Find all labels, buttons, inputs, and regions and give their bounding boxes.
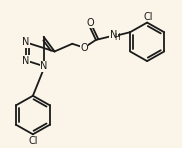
Text: Cl: Cl [28,136,38,146]
Text: H: H [115,33,120,42]
Text: Cl: Cl [143,12,153,22]
Text: N: N [22,56,30,66]
Text: O: O [86,18,94,28]
Text: N: N [40,61,47,71]
Text: O: O [80,43,88,53]
Text: N: N [110,30,117,40]
Text: N: N [22,37,30,47]
